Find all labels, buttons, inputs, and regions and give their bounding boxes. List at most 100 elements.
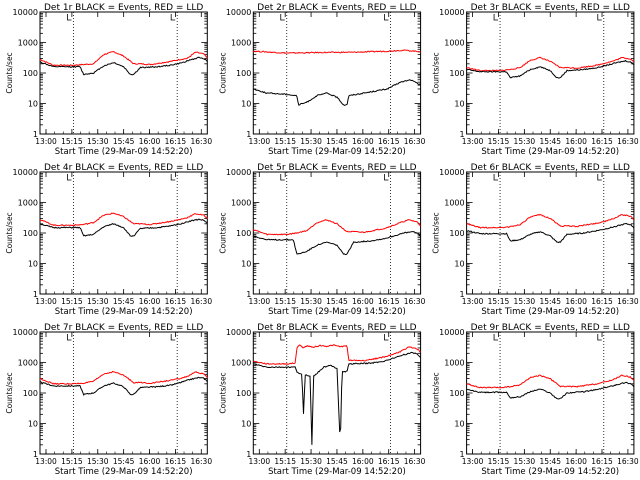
- y-tick-label: 100: [236, 69, 251, 78]
- x-tick-label: 13:00: [462, 297, 484, 306]
- x-tick-label: 15:30: [300, 137, 322, 146]
- marker-bracket: [170, 334, 176, 341]
- detector-panel-4: Det 4r BLACK = Events, RED = LLD 1 10 100 10…: [5, 163, 212, 317]
- y-tick-label: 10000: [13, 328, 38, 337]
- x-tick-label: 15:15: [61, 137, 83, 146]
- x-tick-label: 15:15: [488, 137, 510, 146]
- y-tick-label: 100: [236, 389, 251, 398]
- x-tick-label: 16:15: [591, 457, 613, 466]
- marker-bracket: [67, 14, 72, 21]
- y-tick-label: 1: [460, 450, 465, 459]
- plot-frame: [252, 331, 422, 455]
- x-tick-label: 15:15: [274, 457, 296, 466]
- y-tick-label: 10: [454, 260, 464, 269]
- x-tick-label: 13:00: [248, 297, 270, 306]
- y-tick-label: 100: [23, 69, 38, 78]
- x-axis-label: Start Time (29-Mar-09 14:52:20): [268, 307, 406, 317]
- x-tick-label: 16:00: [352, 457, 374, 466]
- x-axis-label: Start Time (29-Mar-09 14:52:20): [55, 307, 193, 317]
- x-tick-label: 16:15: [591, 137, 613, 146]
- y-tick-label: 100: [23, 389, 38, 398]
- x-tick-label: 15:30: [87, 297, 109, 306]
- x-tick-label: 15:45: [326, 297, 348, 306]
- plot-frame: [39, 331, 208, 455]
- marker-bracket: [493, 14, 499, 21]
- y-tick-label: 10000: [226, 328, 251, 337]
- detector-panel-3: Det 3r BLACK = Events, RED = LLD 1 10 100 10…: [432, 3, 639, 157]
- y-tick-label: 1000: [231, 199, 251, 208]
- panel-title: Det 8r BLACK = Events, RED = LLD: [257, 323, 416, 333]
- marker-bracket: [280, 334, 285, 341]
- y-tick-label: 10: [28, 420, 38, 429]
- marker-bracket: [170, 14, 176, 21]
- lld-series-line: [252, 219, 421, 236]
- marker-bracket: [597, 174, 602, 181]
- panel-title: Det 2r BLACK = Events, RED = LLD: [257, 3, 416, 13]
- x-tick-label: 16:30: [190, 457, 212, 466]
- lld-series-line: [466, 213, 635, 229]
- x-tick-label: 15:45: [113, 297, 135, 306]
- y-tick-label: 1: [460, 290, 465, 299]
- x-tick-label: 15:45: [539, 297, 561, 306]
- x-tick-label: 16:30: [404, 297, 426, 306]
- y-tick-label: 1000: [18, 39, 38, 48]
- y-tick-label: 10000: [439, 328, 464, 337]
- events-series-line: [466, 222, 635, 244]
- x-tick-label: 13:00: [35, 297, 57, 306]
- y-tick-label: 1: [33, 290, 38, 299]
- panel-title: Det 6r BLACK = Events, RED = LLD: [471, 163, 630, 173]
- marker-bracket: [493, 334, 499, 341]
- x-axis-label: Start Time (29-Mar-09 14:52:20): [55, 147, 193, 157]
- x-tick-label: 13:00: [462, 457, 484, 466]
- marker-bracket: [384, 334, 389, 341]
- x-tick-label: 16:15: [165, 137, 187, 146]
- y-axis-label: Counts/sec: [5, 372, 14, 413]
- x-tick-label: 16:30: [404, 137, 426, 146]
- plot-frame: [39, 171, 208, 295]
- detector-panel-2: Det 2r BLACK = Events, RED = LLD 1 10 100 10…: [218, 3, 425, 157]
- lld-series-line: [39, 51, 208, 67]
- x-tick-label: 15:45: [326, 457, 348, 466]
- x-tick-label: 15:30: [514, 457, 536, 466]
- y-axis-label: Counts/sec: [432, 52, 441, 93]
- events-series-line: [39, 218, 208, 237]
- x-tick-label: 16:00: [352, 297, 374, 306]
- x-tick-label: 16:00: [565, 297, 587, 306]
- x-tick-label: 13:00: [462, 137, 484, 146]
- x-axis-label: Start Time (29-Mar-09 14:52:20): [268, 147, 406, 157]
- detector-panel-5: Det 5r BLACK = Events, RED = LLD 1 10 100 10…: [218, 163, 425, 317]
- x-tick-label: 15:30: [87, 457, 109, 466]
- x-tick-label: 16:15: [378, 297, 400, 306]
- y-tick-label: 10: [241, 100, 251, 109]
- detector-panel-1: Det 1r BLACK = Events, RED = LLD 1 10 100 10…: [5, 3, 212, 157]
- y-tick-label: 10: [241, 260, 251, 269]
- y-tick-label: 10: [454, 100, 464, 109]
- marker-bracket: [280, 174, 285, 181]
- lld-series-line: [466, 374, 635, 389]
- x-tick-label: 15:15: [61, 297, 83, 306]
- y-axis-label: Counts/sec: [432, 372, 441, 413]
- y-tick-label: 10000: [226, 168, 251, 177]
- x-tick-label: 16:00: [565, 137, 587, 146]
- events-series-line: [253, 79, 421, 106]
- marker-bracket: [170, 174, 176, 181]
- plot-frame: [252, 171, 422, 295]
- x-tick-label: 13:00: [35, 457, 57, 466]
- y-tick-label: 100: [449, 389, 464, 398]
- x-tick-label: 15:15: [488, 457, 510, 466]
- y-tick-label: 1000: [231, 359, 251, 368]
- y-tick-label: 1: [246, 450, 251, 459]
- detector-panel-6: Det 6r BLACK = Events, RED = LLD 1 10 100 10…: [432, 163, 639, 317]
- x-axis-label: Start Time (29-Mar-09 14:52:20): [481, 147, 619, 157]
- y-tick-label: 1000: [18, 359, 38, 368]
- y-tick-label: 1000: [18, 199, 38, 208]
- y-tick-label: 10: [28, 260, 38, 269]
- detector-panel-9: Det 9r BLACK = Events, RED = LLD 1 10 100 10…: [432, 323, 639, 477]
- x-tick-label: 16:00: [139, 457, 161, 466]
- events-series-line: [39, 56, 208, 76]
- x-tick-label: 16:00: [565, 457, 587, 466]
- x-tick-label: 13:00: [248, 137, 270, 146]
- x-tick-label: 16:00: [139, 297, 161, 306]
- x-tick-label: 16:30: [617, 457, 639, 466]
